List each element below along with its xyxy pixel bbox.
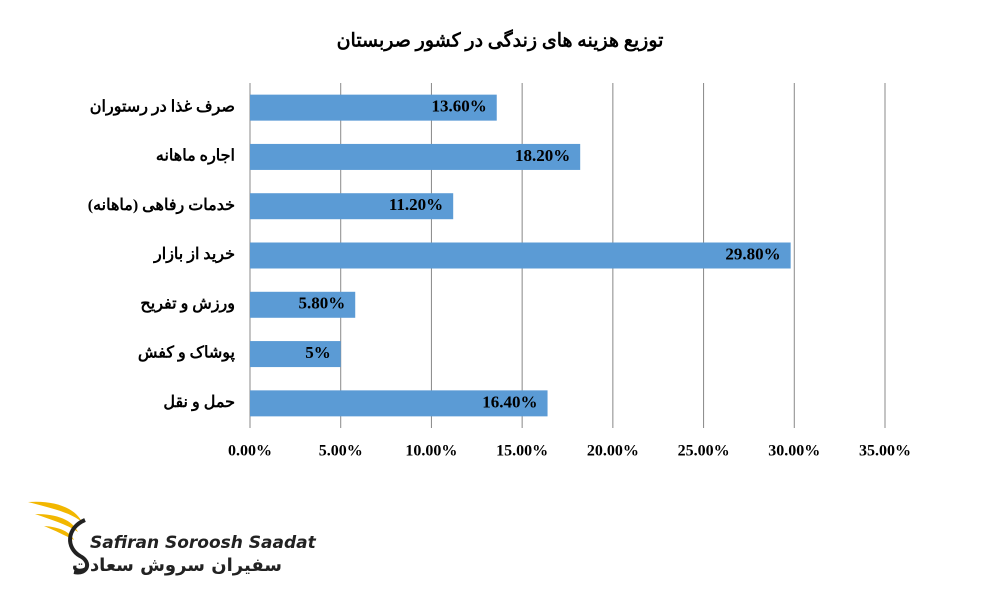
x-tick-label: 30.00% [768,443,820,460]
logo-swan [68,518,90,575]
y-tick-label: پوشاک و کفش [138,345,236,363]
x-tick-label: 0.00% [228,443,272,460]
bar [250,242,791,269]
y-tick-label: ورزش و تفریح [140,295,235,313]
data-label: 5.80% [298,294,345,313]
y-tick-label: خرید از بازار [153,246,235,264]
logo: Safiran Soroosh Saadat سفیران سروش سعادت [28,501,317,576]
x-tick-label: 20.00% [587,443,639,460]
bar [250,390,548,417]
data-label: 16.40% [482,392,537,411]
data-label: 13.60% [431,97,486,116]
bar [250,193,454,220]
bar [250,291,356,318]
chart-title: توزیع هزینه های زندگی در کشور صربستان [337,28,664,51]
x-tick-label: 15.00% [496,443,548,460]
logo-text-en: Safiran Soroosh Saadat [90,533,317,553]
x-tick-label: 35.00% [859,443,911,460]
data-label: 11.20% [389,195,443,214]
data-label: 5% [305,343,331,362]
x-tick-label: 25.00% [678,443,730,460]
y-tick-label: حمل و نقل [163,394,235,412]
bar [250,143,581,170]
logo-text-fa: سفیران سروش سعادت [72,555,282,576]
data-label: 29.80% [725,244,780,263]
x-tick-label: 5.00% [319,443,363,460]
bar [250,341,341,368]
y-tick-label: اجاره ماهانه [156,148,235,166]
x-tick-label: 10.00% [405,443,457,460]
logo-wings [28,501,82,540]
y-tick-label: صرف غذا در رستوران [90,98,235,116]
data-label: 18.20% [515,146,570,165]
y-tick-label: خدمات رفاهی (ماهانه) [88,197,235,215]
bar [250,94,497,121]
